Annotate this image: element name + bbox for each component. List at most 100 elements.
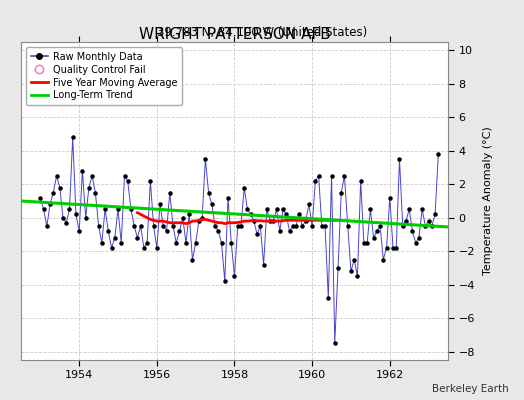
- Point: [292, 223, 300, 229]
- Point: [121, 173, 129, 179]
- Point: [334, 265, 342, 271]
- Point: [428, 223, 436, 229]
- Point: [250, 218, 258, 224]
- Point: [301, 218, 310, 224]
- Point: [340, 173, 348, 179]
- Point: [136, 223, 145, 229]
- Point: [227, 240, 235, 246]
- Point: [431, 211, 439, 218]
- Point: [383, 245, 391, 251]
- Point: [217, 240, 226, 246]
- Point: [308, 223, 316, 229]
- Point: [211, 223, 219, 229]
- Point: [295, 211, 303, 218]
- Point: [405, 206, 413, 212]
- Point: [36, 194, 45, 201]
- Point: [347, 268, 355, 274]
- Point: [424, 218, 433, 224]
- Point: [395, 156, 403, 162]
- Point: [39, 206, 48, 212]
- Point: [166, 190, 174, 196]
- Point: [224, 194, 232, 201]
- Point: [66, 206, 74, 212]
- Point: [418, 206, 427, 212]
- Point: [376, 223, 384, 229]
- Point: [114, 206, 122, 212]
- Point: [97, 240, 106, 246]
- Point: [176, 228, 184, 234]
- Point: [159, 223, 168, 229]
- Point: [402, 218, 410, 224]
- Point: [363, 240, 372, 246]
- Point: [366, 206, 375, 212]
- Point: [42, 223, 51, 229]
- Point: [59, 214, 67, 221]
- Point: [156, 201, 164, 208]
- Point: [143, 240, 151, 246]
- Point: [282, 211, 290, 218]
- Point: [85, 184, 93, 191]
- Point: [314, 173, 323, 179]
- Point: [256, 223, 265, 229]
- Point: [69, 134, 77, 141]
- Point: [337, 190, 345, 196]
- Point: [214, 228, 223, 234]
- Point: [369, 235, 378, 241]
- Point: [140, 245, 148, 251]
- Point: [350, 256, 358, 263]
- Point: [399, 223, 407, 229]
- Point: [94, 223, 103, 229]
- Title: WRIGHT PATTERSON AFB: WRIGHT PATTERSON AFB: [139, 27, 330, 42]
- Point: [321, 223, 329, 229]
- Point: [204, 190, 213, 196]
- Point: [56, 184, 64, 191]
- Point: [392, 245, 400, 251]
- Point: [240, 184, 248, 191]
- Point: [373, 228, 381, 234]
- Point: [221, 278, 229, 284]
- Point: [311, 178, 320, 184]
- Point: [111, 235, 119, 241]
- Legend: Raw Monthly Data, Quality Control Fail, Five Year Moving Average, Long-Term Tren: Raw Monthly Data, Quality Control Fail, …: [26, 47, 182, 105]
- Point: [62, 220, 70, 226]
- Point: [379, 256, 387, 263]
- Point: [149, 223, 158, 229]
- Text: Berkeley Earth: Berkeley Earth: [432, 384, 508, 394]
- Point: [52, 173, 61, 179]
- Point: [279, 206, 287, 212]
- Y-axis label: Temperature Anomaly (°C): Temperature Anomaly (°C): [483, 127, 493, 275]
- Point: [152, 245, 161, 251]
- Point: [91, 190, 100, 196]
- Point: [324, 295, 333, 301]
- Point: [237, 223, 245, 229]
- Point: [411, 240, 420, 246]
- Point: [146, 178, 155, 184]
- Point: [188, 256, 196, 263]
- Point: [185, 211, 193, 218]
- Point: [201, 156, 210, 162]
- Point: [117, 240, 125, 246]
- Point: [356, 178, 365, 184]
- Point: [182, 240, 190, 246]
- Point: [101, 206, 110, 212]
- Point: [124, 178, 132, 184]
- Point: [344, 223, 352, 229]
- Point: [104, 228, 113, 234]
- Point: [289, 223, 297, 229]
- Point: [414, 235, 423, 241]
- Point: [285, 228, 293, 234]
- Point: [179, 214, 187, 221]
- Point: [191, 240, 200, 246]
- Point: [331, 340, 339, 346]
- Point: [231, 273, 239, 280]
- Point: [172, 240, 180, 246]
- Point: [49, 190, 58, 196]
- Point: [421, 223, 430, 229]
- Point: [408, 228, 417, 234]
- Point: [78, 168, 86, 174]
- Point: [162, 228, 171, 234]
- Point: [389, 245, 397, 251]
- Point: [353, 273, 362, 280]
- Point: [46, 201, 54, 208]
- Point: [234, 223, 242, 229]
